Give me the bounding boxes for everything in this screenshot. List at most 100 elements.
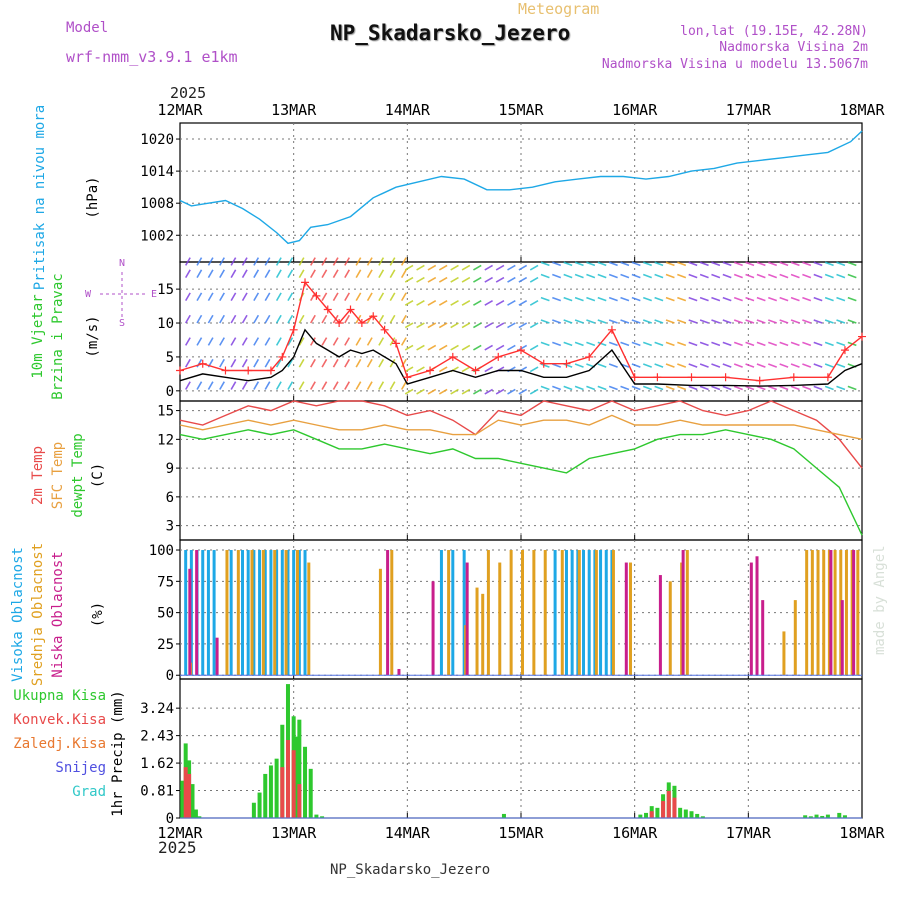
wind-vector — [620, 273, 630, 279]
wind-vector — [654, 319, 664, 324]
wind-vector — [427, 264, 437, 271]
wind-vector — [507, 276, 516, 283]
gust-mark — [312, 291, 321, 300]
bar-ukupna-kisa — [197, 816, 202, 818]
bar-srednja-oblacnost — [685, 550, 689, 676]
wind-vector — [813, 261, 823, 267]
wind-vector — [768, 363, 778, 368]
wind-vector — [699, 341, 709, 347]
wind-vector — [389, 292, 396, 302]
precip-xtick-label: 13MAR — [271, 824, 317, 842]
wind-vector — [253, 314, 260, 324]
gust-mark — [346, 305, 355, 314]
wind-vector — [230, 337, 237, 346]
wind-vector — [450, 388, 459, 395]
wind-vector — [416, 366, 425, 373]
wind-vector — [253, 381, 260, 390]
wind-vector — [207, 381, 214, 390]
wind-vector — [529, 344, 539, 351]
wind-vector — [574, 385, 584, 391]
wind-vector — [230, 269, 237, 278]
wind-vector — [654, 341, 664, 347]
wind-ytick-label: 15 — [157, 282, 174, 298]
wind-vector — [847, 273, 857, 279]
wind-vector — [230, 257, 237, 266]
wind-vector — [344, 292, 351, 302]
wind-vector — [461, 264, 471, 271]
wind-vector — [677, 363, 687, 368]
wind-vector — [654, 261, 664, 267]
pressure-xtick-label: 14MAR — [385, 101, 431, 119]
wind-vector — [378, 292, 385, 302]
clouds-ytick-label: 25 — [157, 637, 174, 653]
wind-vector — [416, 388, 425, 395]
wind-vector — [264, 257, 271, 266]
wind-vector — [461, 344, 471, 351]
wind-vector — [790, 385, 800, 391]
bar-srednja-oblacnost — [793, 600, 797, 676]
wind-vector — [586, 273, 596, 279]
bar-ukupna-kisa — [825, 814, 830, 818]
wind-vector — [665, 273, 675, 279]
wind-vector — [287, 358, 294, 368]
wind-vector — [563, 261, 573, 267]
bar-srednja-oblacnost — [532, 550, 536, 676]
wind-vector — [642, 319, 652, 324]
wind-vector — [711, 363, 721, 368]
wind-vector — [654, 273, 664, 279]
temperature-ytick-label: 9 — [166, 461, 174, 477]
wind-vector — [722, 341, 732, 347]
bar-visoka-oblacnost — [280, 550, 284, 676]
wind-vector — [790, 296, 800, 302]
compass-s: S — [119, 318, 125, 329]
wind-vector — [733, 296, 743, 302]
wind-vector — [813, 363, 823, 368]
wind-vector — [404, 344, 414, 351]
wind-vector — [344, 314, 351, 324]
wind-vector — [507, 299, 516, 306]
pritisak-na-nivou-mora-line — [179, 130, 863, 245]
bar-srednja-oblacnost — [782, 631, 786, 676]
bar-ukupna-kisa — [837, 812, 842, 818]
wind-vector — [389, 358, 396, 368]
bar-srednja-oblacnost — [668, 581, 672, 676]
precip-legend-item: Ukupna Kisa — [13, 688, 106, 704]
bar-ukupna-kisa — [257, 792, 262, 818]
gust-mark — [858, 332, 866, 341]
bar-ukupna-kisa — [193, 809, 198, 818]
wind-vector — [756, 385, 766, 391]
bar-niska-oblacnost — [749, 562, 753, 676]
wind-vector — [642, 273, 652, 279]
wind-vector — [597, 273, 607, 279]
wind-vector — [264, 314, 271, 324]
wind-vector — [677, 273, 687, 279]
wind-vector — [540, 385, 550, 391]
bar-ukupna-kisa — [808, 816, 813, 818]
wind-vector — [219, 314, 225, 324]
bar-niska-oblacnost — [840, 600, 844, 676]
wind-vector — [207, 257, 214, 266]
wind-ytick-label: 0 — [166, 384, 174, 400]
gust-mark — [448, 352, 457, 361]
wind-vector — [563, 319, 573, 324]
wind-vector — [631, 363, 641, 368]
wind-vector — [196, 257, 203, 266]
precip-legend-item: Snijeg — [55, 760, 106, 776]
wind-vector — [241, 292, 248, 302]
wind-vector — [665, 296, 675, 302]
wind-vector — [264, 337, 271, 346]
bar-visoka-oblacnost — [189, 550, 193, 676]
wind-vector — [597, 261, 607, 267]
wind-vector — [518, 276, 528, 283]
wind-vector — [495, 299, 505, 306]
wind-vector — [321, 337, 328, 346]
pressure-xtick-label: 15MAR — [498, 101, 544, 119]
bar-srednja-oblacnost — [577, 550, 581, 676]
wind-vector — [745, 341, 755, 347]
wind-vector — [779, 319, 789, 324]
wind-vector — [711, 261, 721, 267]
wind-vector — [597, 385, 607, 391]
wind-vector — [722, 363, 732, 368]
pressure-frame — [179, 122, 863, 263]
pressure-xtick-label: 12MAR — [157, 101, 203, 119]
